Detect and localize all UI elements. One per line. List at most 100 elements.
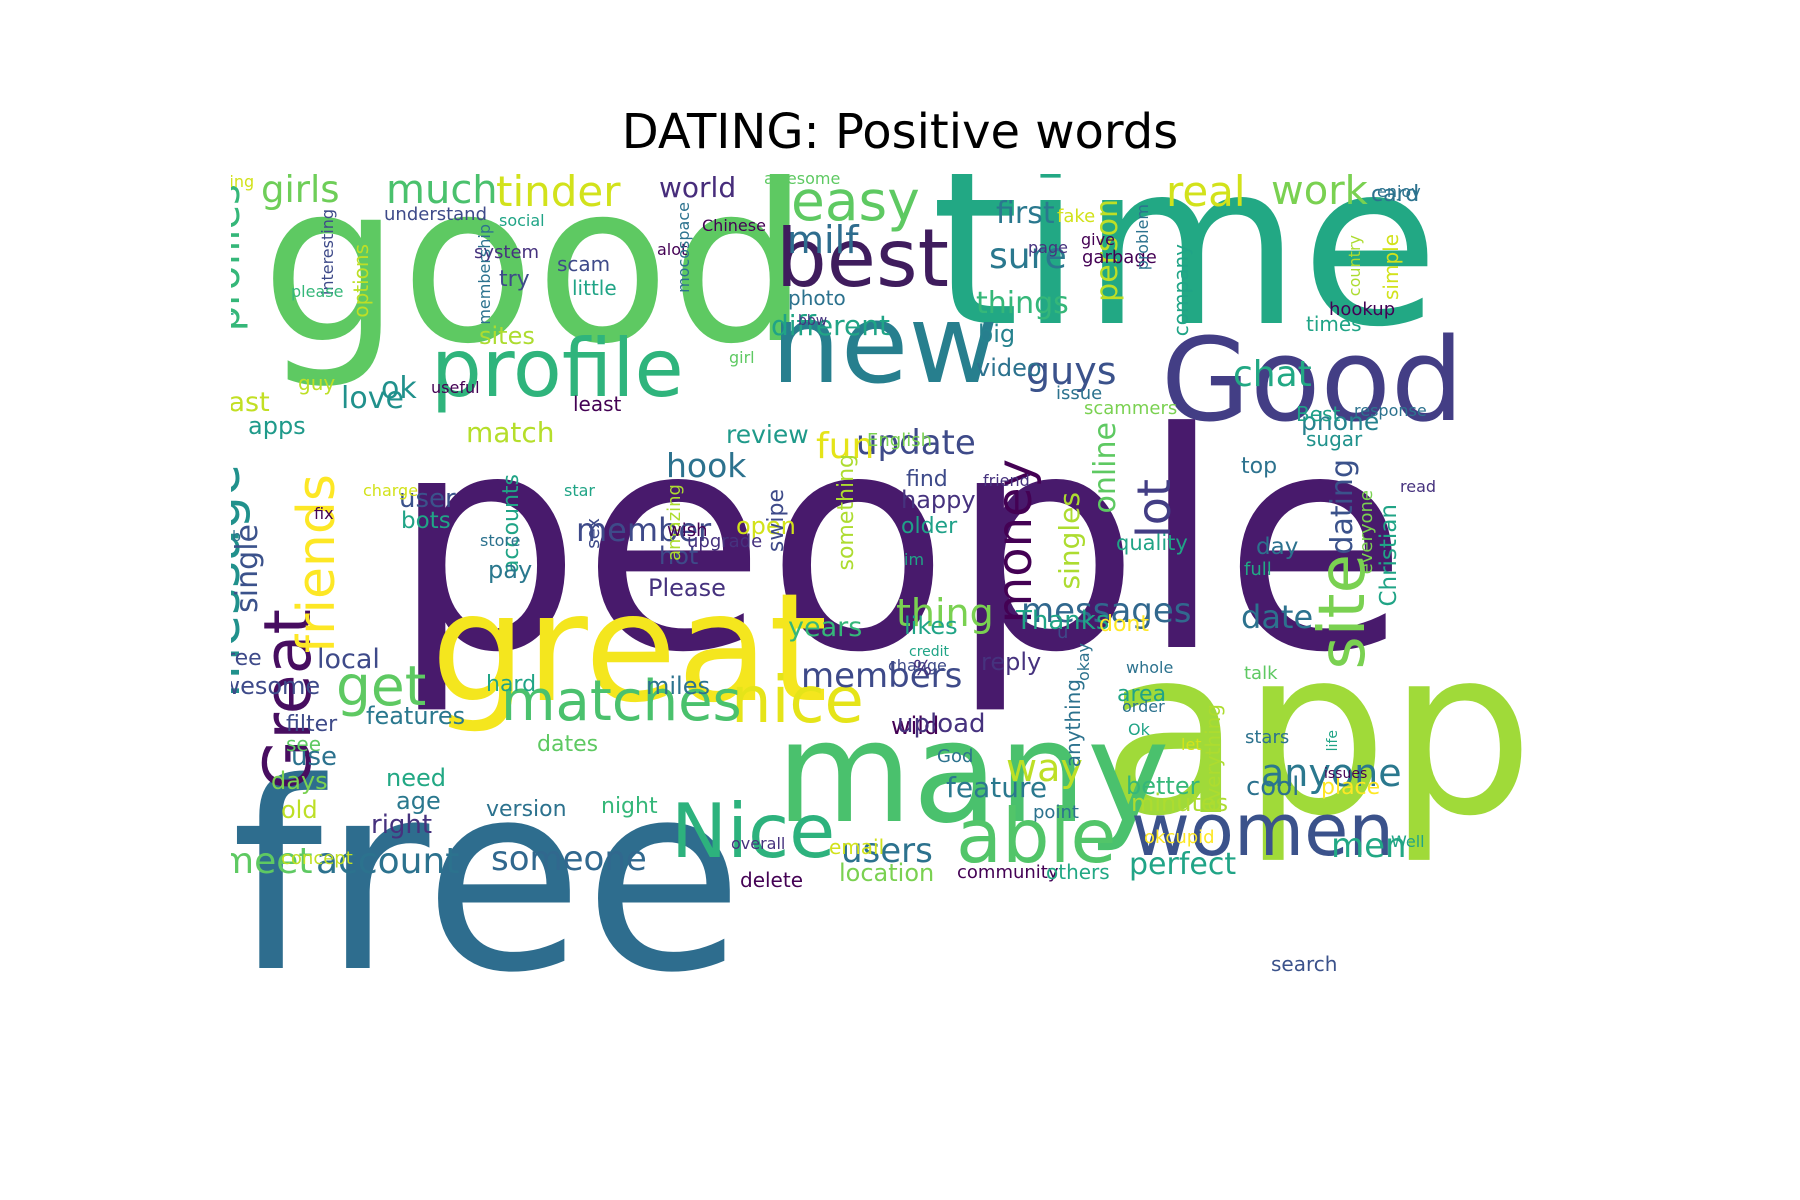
word-friends: friends [287,474,347,654]
word-garbage: garbage [1082,247,1157,268]
word-someone: someone [491,839,647,879]
word-perfect: perfect [1129,847,1237,882]
word-old: old [281,796,318,824]
word-store: store [480,531,521,550]
word-meet: meet [231,841,313,882]
chart-title: DATING: Positive words [621,104,1179,160]
word-first: first [996,196,1055,231]
word-issue: issue [1056,383,1103,404]
word-: % [913,656,933,680]
word-dont: dont [1099,612,1149,637]
word-best: best [776,212,950,305]
word-order: order [1122,697,1165,716]
word-pay: pay [488,556,533,584]
word-free: free [231,728,744,1024]
word-awesome: awesome [764,174,841,188]
word-features: features [366,702,466,730]
word-dating: dating [1325,459,1360,555]
word-thing: thing [896,591,994,635]
word-whole: whole [1126,658,1174,677]
word-life: life [1325,730,1341,752]
word-ok: ok [381,371,417,406]
word-options: options [349,244,373,318]
word-review: review [726,420,809,449]
word-milf: milf [787,218,859,262]
word-something: something [834,454,859,571]
word-guy: guy [298,371,336,395]
word-card: card [1371,182,1420,207]
word-need: need [386,764,446,792]
word-bbw: bbw [798,313,828,329]
word-awesome: Awesome [231,672,321,700]
word-quality: quality [1116,531,1188,555]
word-fun: fun [816,426,875,467]
word-online: online [1088,422,1123,514]
word-cool: cool [1246,772,1300,802]
word-different: different [771,309,890,342]
word-users: users [841,831,933,871]
word-hookup: hookup [1329,299,1396,320]
word-country: country [1345,235,1364,297]
word-mocospace: mocospace [674,202,693,293]
word-please: Please [648,574,726,602]
word-version: version [486,797,567,822]
word-system: system [474,242,540,263]
word-days: days [271,767,328,795]
word-lot: lot [1127,479,1181,538]
word-men: men [1331,826,1407,866]
word-user: user [399,484,456,514]
word-anyone: anyone [1261,751,1402,795]
word-sites: sites [479,322,535,350]
word-fake: fake [1057,206,1096,227]
word-fix: fix [314,504,334,523]
word-enjoy: enjoy [1377,182,1421,201]
word-local: local [317,644,380,675]
word-right: right [371,810,433,840]
word-phone: phone [1301,407,1380,436]
word-credit: credit [909,644,950,660]
word-sex: sex [583,518,604,549]
word-anything: anything [1061,679,1085,768]
word-god: God [937,746,974,767]
word-understand: understand [384,204,488,225]
word-easy: easy [791,174,920,233]
word-update: update [856,423,976,463]
word-place: place [1321,775,1381,800]
word-girls: girls [261,174,340,211]
word-charge: charge [363,481,419,500]
word-night: night [601,794,658,819]
word-older: older [901,514,958,539]
word-get: get [336,654,427,718]
word-times: times [1306,312,1362,336]
word-social: social [499,211,545,230]
word-scammers: scammers [1084,398,1178,419]
word-concept: concept [281,848,353,869]
word-upload: upload [897,709,986,739]
word-give: give [1081,230,1115,249]
word-u: u [1057,622,1069,643]
word-let: let [1181,735,1202,754]
word-love: love [341,381,404,416]
word-people: people [391,369,1408,718]
word-read: read [1400,477,1437,496]
word-use: use [291,742,338,772]
word-many: many [776,692,1170,855]
word-good: Good [1161,314,1464,448]
word-messages: messages [1021,591,1192,631]
word-area: area [1117,682,1167,707]
word-scam: scam [557,252,611,276]
word-real: real [1166,174,1246,216]
word-age: age [396,787,441,815]
word-things: things [976,286,1069,321]
word-able: able [956,792,1117,880]
word-better: better [1126,772,1200,800]
word-experience: experience [231,238,235,338]
word-likes: likes [904,612,958,640]
word-nice: Nice [671,787,836,875]
word-app: app [1101,600,1534,867]
word-upgrade: upgrade [687,531,763,552]
word-delete: delete [740,868,804,892]
word-please: please [291,282,344,301]
word-overall: overall [731,834,786,853]
word-sure: sure [989,236,1067,277]
